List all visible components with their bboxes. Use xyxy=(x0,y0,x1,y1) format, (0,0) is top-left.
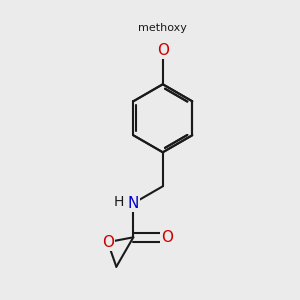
Text: O: O xyxy=(157,43,169,58)
Text: O: O xyxy=(161,230,173,245)
Text: methoxy: methoxy xyxy=(138,23,187,33)
Text: N: N xyxy=(128,196,139,211)
Text: O: O xyxy=(102,235,114,250)
Text: H: H xyxy=(114,195,124,209)
